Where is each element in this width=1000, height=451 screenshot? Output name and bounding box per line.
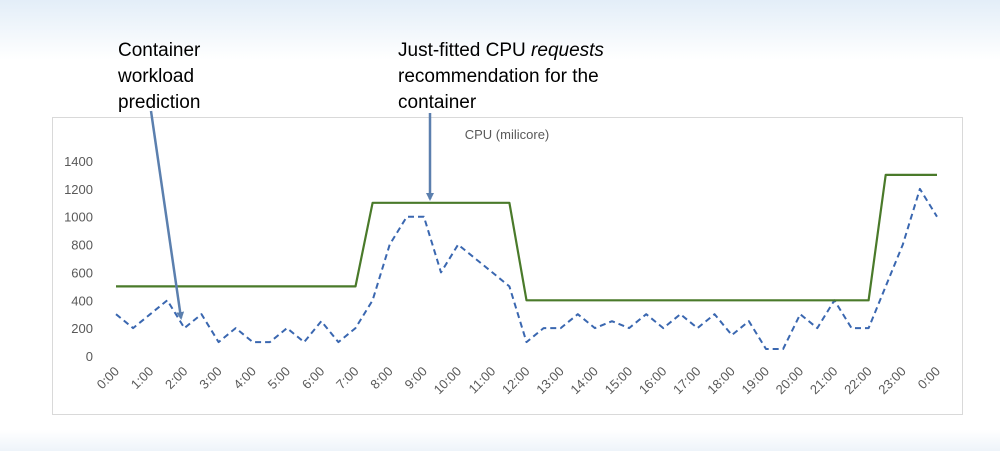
prediction-annotation: Container workload prediction xyxy=(118,38,278,116)
x-tick-label: 21:00 xyxy=(807,364,841,398)
x-tick-label: 8:00 xyxy=(367,364,396,393)
recommendation-annotation-prefix: Just-fitted CPU xyxy=(398,40,532,61)
y-tick-label: 1200 xyxy=(64,182,93,197)
y-tick-label: 400 xyxy=(71,293,93,308)
x-tick-label: 4:00 xyxy=(230,364,259,393)
x-tick-label: 10:00 xyxy=(431,364,465,398)
x-tick-label: 1:00 xyxy=(128,364,157,393)
chart-title: CPU (milicore) xyxy=(465,127,550,142)
x-axis: 0:00 1:00 2:00 3:00 4:00 5:00 6:00 7:00 8:00 9:00… xyxy=(94,364,944,398)
x-tick-label: 12:00 xyxy=(499,364,533,398)
y-tick-label: 800 xyxy=(71,238,93,253)
recommendation-annotation-line-1: Just-fitted CPU requests xyxy=(398,38,698,64)
x-tick-label: 3:00 xyxy=(196,364,225,393)
x-tick-label: 2:00 xyxy=(162,364,191,393)
x-tick-label: 15:00 xyxy=(602,364,636,398)
series-group xyxy=(115,173,938,350)
x-tick-label: 19:00 xyxy=(738,364,772,398)
x-tick-label: 9:00 xyxy=(401,364,430,393)
recommendation-series-line xyxy=(116,173,937,302)
x-tick-label: 0:00 xyxy=(915,364,944,393)
annotation-arrows xyxy=(149,110,434,320)
prediction-series-line xyxy=(115,187,938,350)
y-tick-label: 1400 xyxy=(64,154,93,169)
prediction-annotation-line-3: prediction xyxy=(118,92,201,113)
recommendation-annotation-line-2: recommendation for the xyxy=(398,66,599,87)
x-tick-label: 0:00 xyxy=(94,364,123,393)
x-tick-label: 23:00 xyxy=(875,364,909,398)
recommendation-annotation-emphasis: requests xyxy=(531,40,604,61)
x-tick-label: 7:00 xyxy=(333,364,362,393)
prediction-arrow xyxy=(149,110,185,320)
recommendation-annotation: Just-fitted CPU requests recommendation … xyxy=(398,38,698,116)
y-tick-label: 0 xyxy=(86,349,93,364)
chart-area xyxy=(52,117,963,415)
prediction-annotation-line-2: workload xyxy=(118,66,195,87)
y-tick-label: 1000 xyxy=(64,210,93,225)
x-tick-label: 14:00 xyxy=(567,364,601,398)
x-tick-label: 17:00 xyxy=(670,364,704,398)
x-tick-label: 18:00 xyxy=(704,364,738,398)
y-tick-label: 200 xyxy=(71,321,93,336)
x-tick-label: 13:00 xyxy=(533,364,567,398)
x-tick-label: 5:00 xyxy=(265,364,294,393)
x-tick-label: 16:00 xyxy=(636,364,670,398)
prediction-annotation-line-1: Container xyxy=(118,40,201,61)
x-tick-label: 6:00 xyxy=(299,364,328,393)
x-tick-label: 20:00 xyxy=(773,364,807,398)
x-tick-label: 11:00 xyxy=(465,364,498,397)
y-tick-label: 600 xyxy=(71,265,93,280)
recommendation-annotation-line-3: container xyxy=(398,92,477,113)
y-axis: 0 200 400 600 800 1000 1200 1400 xyxy=(64,154,93,364)
x-tick-label: 22:00 xyxy=(841,364,875,398)
